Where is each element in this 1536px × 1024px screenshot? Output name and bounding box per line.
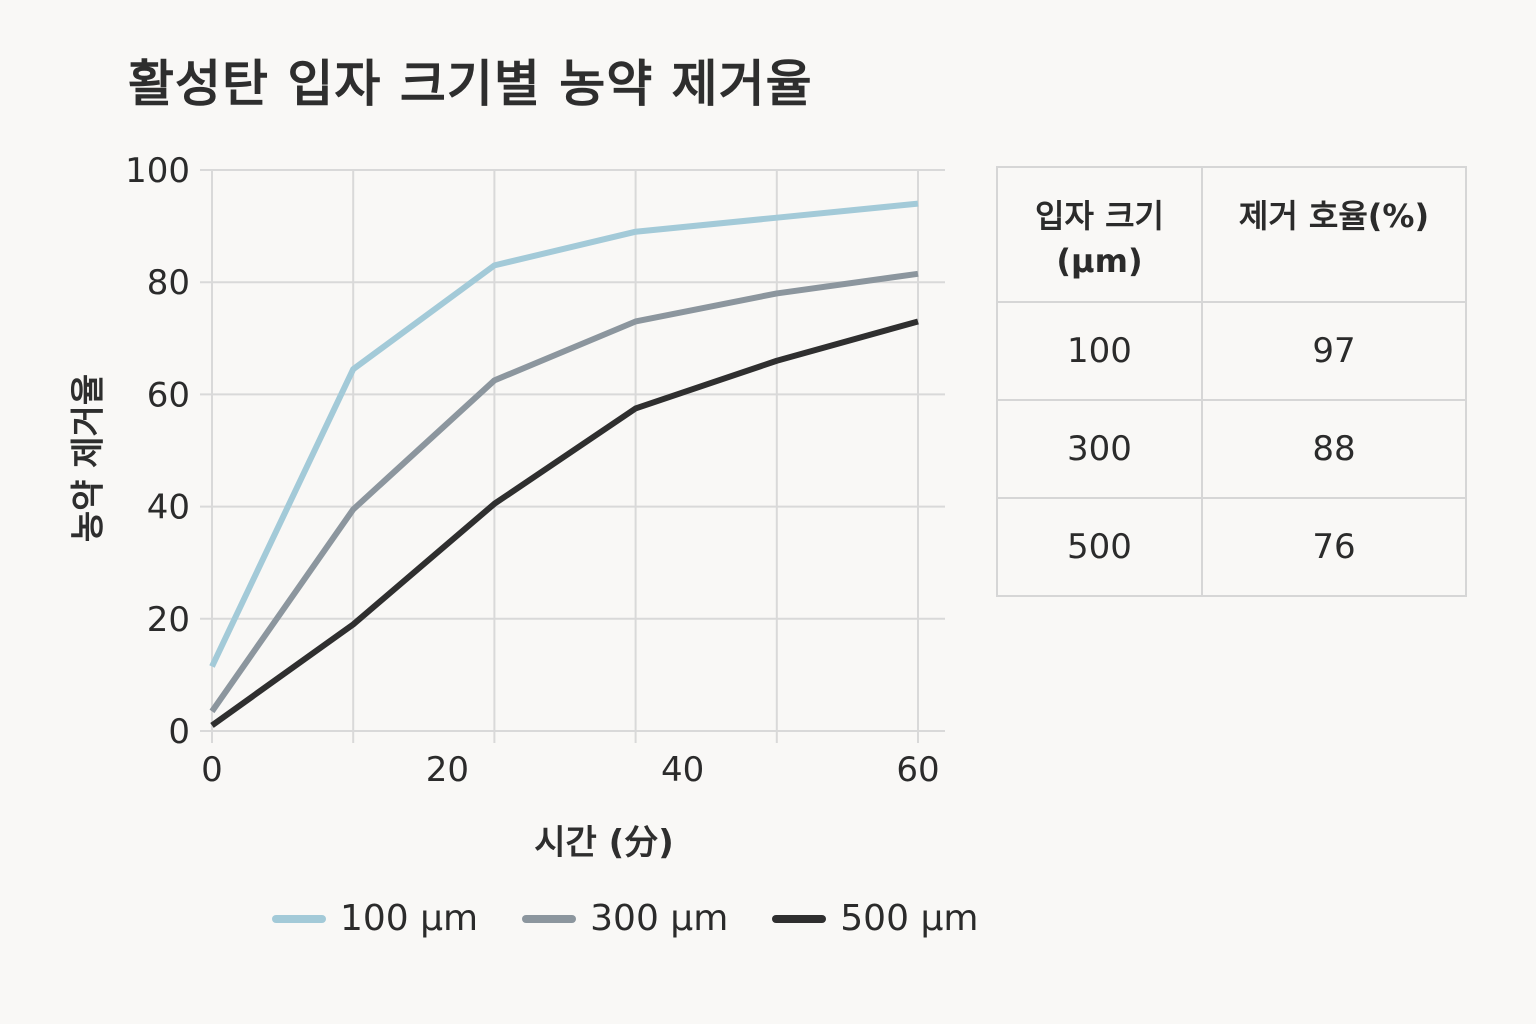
table-header-row: 입자 크기 (μm) 제거 호율(%) <box>996 166 1467 303</box>
legend-label: 300 μm <box>590 898 729 939</box>
x-tick-label: 20 <box>426 750 469 790</box>
data-table: 입자 크기 (μm) 제거 호율(%) 100 97 300 88 500 76 <box>996 166 1467 597</box>
table-cell: 300 <box>996 399 1203 499</box>
table-cell: 100 <box>996 301 1203 401</box>
legend-swatch <box>522 914 577 923</box>
x-tick-label: 40 <box>661 750 704 790</box>
table-cell: 76 <box>1201 497 1467 597</box>
legend-item-300um: 300 μm <box>522 898 728 939</box>
series-line-1 <box>209 200 919 668</box>
y-tick-label: 60 <box>147 375 190 415</box>
x-tick-label: 60 <box>896 750 939 790</box>
series-line-3 <box>210 318 919 728</box>
legend-label: 500 μm <box>840 898 979 939</box>
y-tick-label: 80 <box>147 263 190 303</box>
y-tick-label: 0 <box>168 712 190 752</box>
table-cell: 97 <box>1201 301 1467 401</box>
x-tick-label: 0 <box>201 750 223 790</box>
y-tick-label: 100 <box>125 151 190 191</box>
table-header-removal-rate: 제거 호율(%) <box>1201 166 1467 303</box>
table-row: 500 76 <box>996 497 1467 597</box>
table-header-particle-size: 입자 크기 (μm) <box>996 166 1203 303</box>
legend-swatch <box>772 914 827 923</box>
x-axis-label: 시간 (分) <box>534 823 674 863</box>
table-row: 300 88 <box>996 399 1467 499</box>
legend: 100 μm 300 μm 500 μm <box>272 898 1022 939</box>
legend-label: 100 μm <box>340 898 479 939</box>
y-tick-label: 20 <box>147 600 190 640</box>
table-cell: 500 <box>996 497 1203 597</box>
series-line-2 <box>209 270 919 714</box>
table-row: 100 97 <box>996 301 1467 401</box>
y-tick-label: 40 <box>147 488 190 528</box>
chart-title: 활성탄 입자 크기별 농약 제거율 <box>128 55 813 113</box>
legend-item-100um: 100 μm <box>272 898 478 939</box>
legend-swatch <box>272 914 326 923</box>
legend-item-500um: 500 μm <box>772 898 978 939</box>
table-cell: 88 <box>1201 399 1467 499</box>
y-axis-label: 농약 제거율 <box>68 373 109 543</box>
